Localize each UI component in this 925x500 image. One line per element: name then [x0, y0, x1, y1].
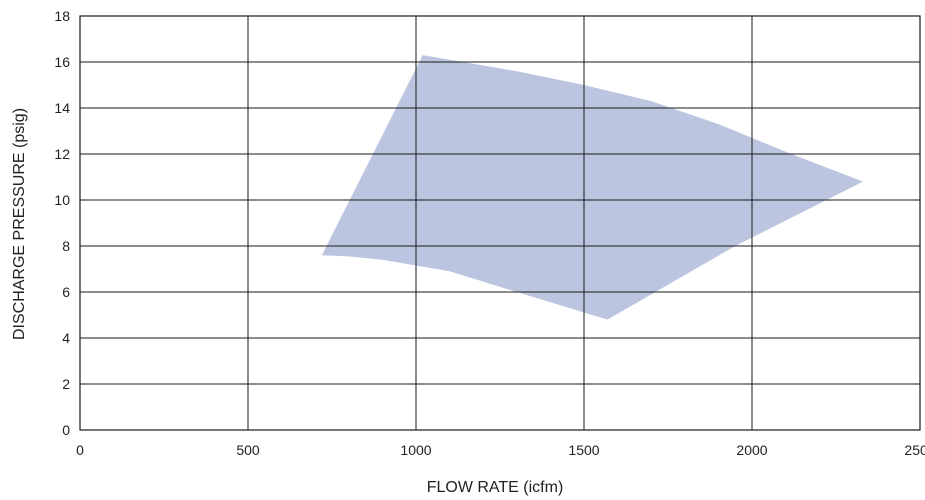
- y-tick-label: 0: [62, 422, 70, 438]
- y-tick-label: 16: [54, 54, 70, 70]
- x-tick-label: 500: [236, 442, 260, 458]
- x-tick-label: 2500: [904, 442, 925, 458]
- y-tick-label: 4: [62, 330, 70, 346]
- y-tick-label: 8: [62, 238, 70, 254]
- y-axis-label: DISCHARGE PRESSURE (psig): [11, 108, 28, 340]
- y-tick-label: 14: [54, 100, 70, 116]
- tick-labels: 0 2 4 6 8 10 12 14 16 18 0 500 1000 1500 2000 2500: [54, 8, 925, 458]
- plot-frame: [79, 15, 921, 431]
- y-tick-label: 10: [54, 192, 70, 208]
- x-tick-label: 2000: [736, 442, 767, 458]
- x-axis-label: FLOW RATE (icfm): [427, 479, 564, 496]
- x-tick-label: 0: [76, 442, 84, 458]
- y-tick-label: 12: [54, 146, 70, 162]
- y-tick-label: 2: [62, 376, 70, 392]
- operating-region: [321, 55, 863, 320]
- region-layer: [321, 55, 863, 320]
- grid: [79, 15, 921, 431]
- y-tick-label: 18: [54, 8, 70, 24]
- y-tick-label: 6: [62, 284, 70, 300]
- x-tick-label: 1500: [568, 442, 599, 458]
- x-tick-label: 1000: [400, 442, 431, 458]
